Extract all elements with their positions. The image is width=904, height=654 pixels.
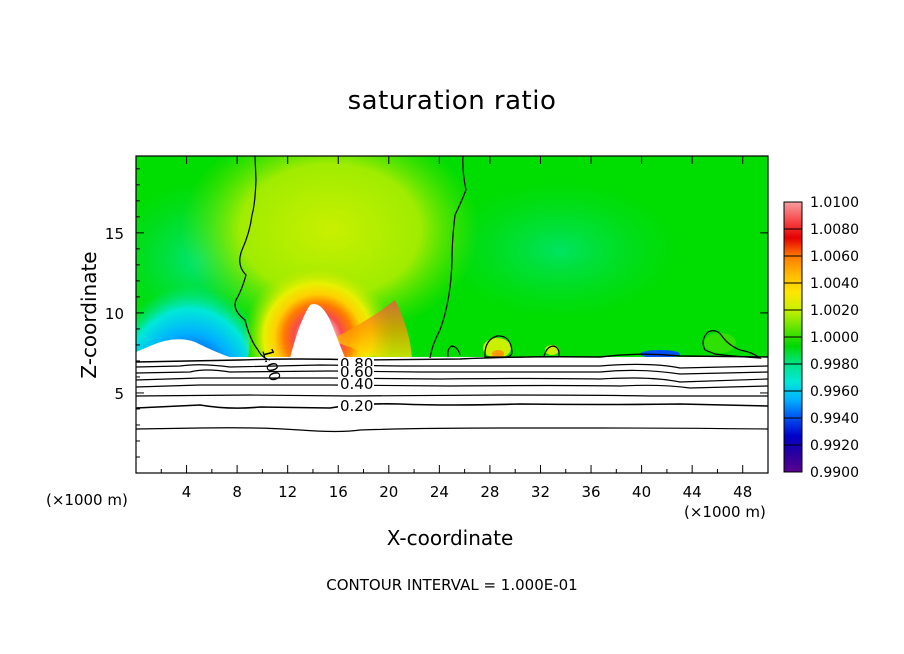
- field-cyan-right: [440, 180, 680, 320]
- contour-label-0.40: 0.40: [340, 375, 373, 393]
- y-axis: 5 10 15: [105, 168, 768, 458]
- field-below-terrain: [136, 357, 768, 473]
- contours: [136, 156, 768, 433]
- contour-0.20: [136, 403, 768, 409]
- contour-0.10: [136, 427, 768, 433]
- contour-label-0.60: 0.60: [340, 363, 373, 381]
- field-terrain-white-1: [136, 339, 232, 362]
- contour-interval-note: CONTOUR INTERVAL = 1.000E-01: [326, 576, 578, 594]
- x-tick-label: 36: [581, 483, 600, 501]
- plot-frame: [135, 155, 769, 474]
- y-axis-unit: (×1000 m): [46, 491, 128, 509]
- chart-title: saturation ratio: [347, 86, 557, 116]
- colorbar-label: 0.9940: [810, 411, 859, 427]
- colorbar-label: 1.0060: [810, 249, 859, 265]
- colorbar-label: 1.0020: [810, 303, 859, 319]
- x-tick-label: 8: [232, 483, 242, 501]
- colorbar-label: 1.0100: [810, 195, 859, 211]
- colorbar-label: 1.0040: [810, 276, 859, 292]
- contour-patch-2: [543, 345, 560, 358]
- field-patch-4: [704, 333, 736, 353]
- x-axis-label: X-coordinate: [386, 526, 514, 550]
- y-tick-label: 10: [105, 305, 124, 323]
- x-tick-label: 40: [632, 483, 651, 501]
- colorbar-label: 0.9960: [810, 384, 859, 400]
- contour-label-0.20: 0.20: [340, 397, 373, 415]
- colorbar: 1.0100 1.0080 1.0060 1.0040 1.0020 1.0000 0.99…: [783, 195, 859, 481]
- colorbar-label: 0.9900: [810, 465, 859, 481]
- x-tick-label: 24: [430, 483, 449, 501]
- contour-0.40: [136, 384, 768, 389]
- contour-0.60: [136, 369, 768, 375]
- heatmap-field: [136, 156, 768, 473]
- colorbar-label: 1.0080: [810, 222, 859, 238]
- y-axis-label: Z-coordinate: [77, 251, 101, 379]
- x-tick-label: 4: [182, 483, 192, 501]
- x-tick-label: 48: [733, 483, 752, 501]
- contour-1.00-left: [234, 156, 271, 361]
- x-tick-label: 32: [531, 483, 550, 501]
- contour-0.30: [136, 394, 768, 397]
- contour-1.00-right: [429, 156, 467, 359]
- contour-patch-3: [447, 345, 461, 358]
- colorbar-label: 0.9980: [810, 357, 859, 373]
- x-tick-label: 12: [278, 483, 297, 501]
- contour-patch-1: [484, 335, 513, 358]
- contour-0.70: [136, 363, 768, 369]
- y-tick-label: 5: [114, 385, 124, 403]
- colorbar-label: 0.9920: [810, 438, 859, 454]
- field-patch-1: [483, 338, 511, 358]
- x-tick-label: 16: [329, 483, 348, 501]
- field-patch-2: [492, 350, 504, 358]
- x-tick-label: 44: [683, 483, 702, 501]
- y-tick-label: 15: [105, 225, 124, 243]
- field-ridge: [330, 300, 412, 358]
- x-axis: 4 8 12 16 20 24 28 32 36 40 44 48: [160, 156, 752, 501]
- colorbar-label: 1.0000: [810, 330, 859, 346]
- colorbar-labels: 1.0100 1.0080 1.0060 1.0040 1.0020 1.0000 0.99…: [784, 195, 859, 481]
- field-terrain-white-2: [290, 304, 345, 358]
- x-axis-unit: (×1000 m): [684, 503, 766, 521]
- x-tick-label: 28: [480, 483, 499, 501]
- contour-0.50: [136, 377, 768, 383]
- contour-0.80: [136, 353, 768, 363]
- x-tick-label: 20: [379, 483, 398, 501]
